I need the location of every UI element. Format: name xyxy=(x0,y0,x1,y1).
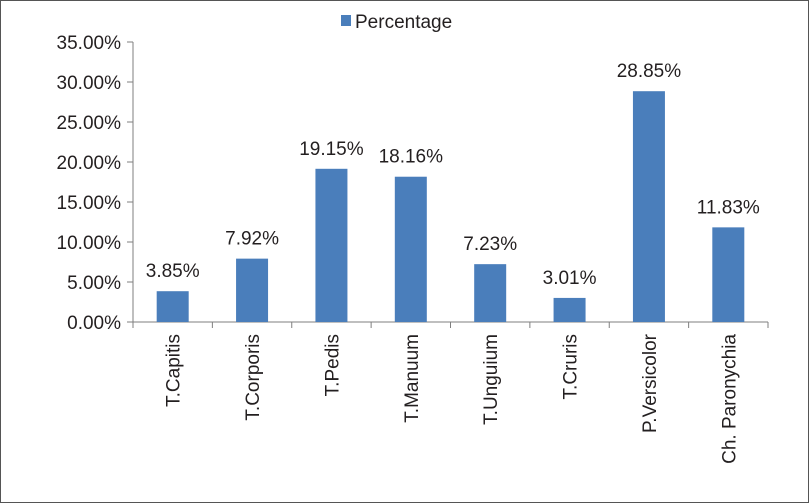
bar xyxy=(394,176,427,322)
x-category-label: T.Capitis xyxy=(164,334,185,407)
y-tick-label: 20.00% xyxy=(57,153,122,174)
data-label: 3.01% xyxy=(543,268,597,289)
y-tick-label: 5.00% xyxy=(67,273,121,294)
x-axis: T.Capitis T.Corporis T.Pedis T.Manuum T.Ungu… xyxy=(132,321,769,464)
bar xyxy=(156,291,189,322)
data-label: 28.85% xyxy=(617,61,682,82)
bar-series-percentage xyxy=(156,91,745,322)
y-tick-label: 0.00% xyxy=(67,313,121,334)
x-category-label: T.Corporis xyxy=(243,334,264,421)
bar xyxy=(315,168,348,322)
data-label: 7.92% xyxy=(225,229,279,250)
bar xyxy=(474,264,507,322)
legend-swatch-percentage xyxy=(341,15,351,26)
y-axis: 0.00% 5.00% 10.00% 15.00% 20.00% 25.00% 30.00%… xyxy=(57,33,134,334)
legend-label-percentage: Percentage xyxy=(355,12,452,33)
x-category-label: T.Unguium xyxy=(481,334,502,425)
legend: Percentage xyxy=(341,12,452,33)
data-label: 19.15% xyxy=(299,139,364,160)
y-tick-label: 25.00% xyxy=(57,113,122,134)
bar xyxy=(553,297,586,322)
y-tick-label: 30.00% xyxy=(57,73,122,94)
y-tick-label: 35.00% xyxy=(57,33,122,54)
bar xyxy=(712,227,745,322)
data-label: 18.16% xyxy=(379,147,444,168)
data-label: 11.83% xyxy=(697,197,760,218)
x-category-label: Ch. Paronychia xyxy=(719,334,740,464)
y-tick-label: 10.00% xyxy=(57,233,122,254)
data-label: 3.85% xyxy=(146,261,200,282)
x-category-label: T.Manuum xyxy=(402,334,423,423)
bar xyxy=(632,91,665,322)
x-category-label: P.Versicolor xyxy=(640,333,661,433)
x-category-label: T.Cruris xyxy=(561,334,582,399)
data-labels: 3.85% 7.92% 19.15% 18.16% 7.23% 3.01% 28.85% 11… xyxy=(146,61,760,289)
data-label: 7.23% xyxy=(463,234,517,255)
bar xyxy=(236,258,269,322)
y-tick-label: 15.00% xyxy=(57,193,122,214)
x-category-label: T.Pedis xyxy=(322,334,343,396)
